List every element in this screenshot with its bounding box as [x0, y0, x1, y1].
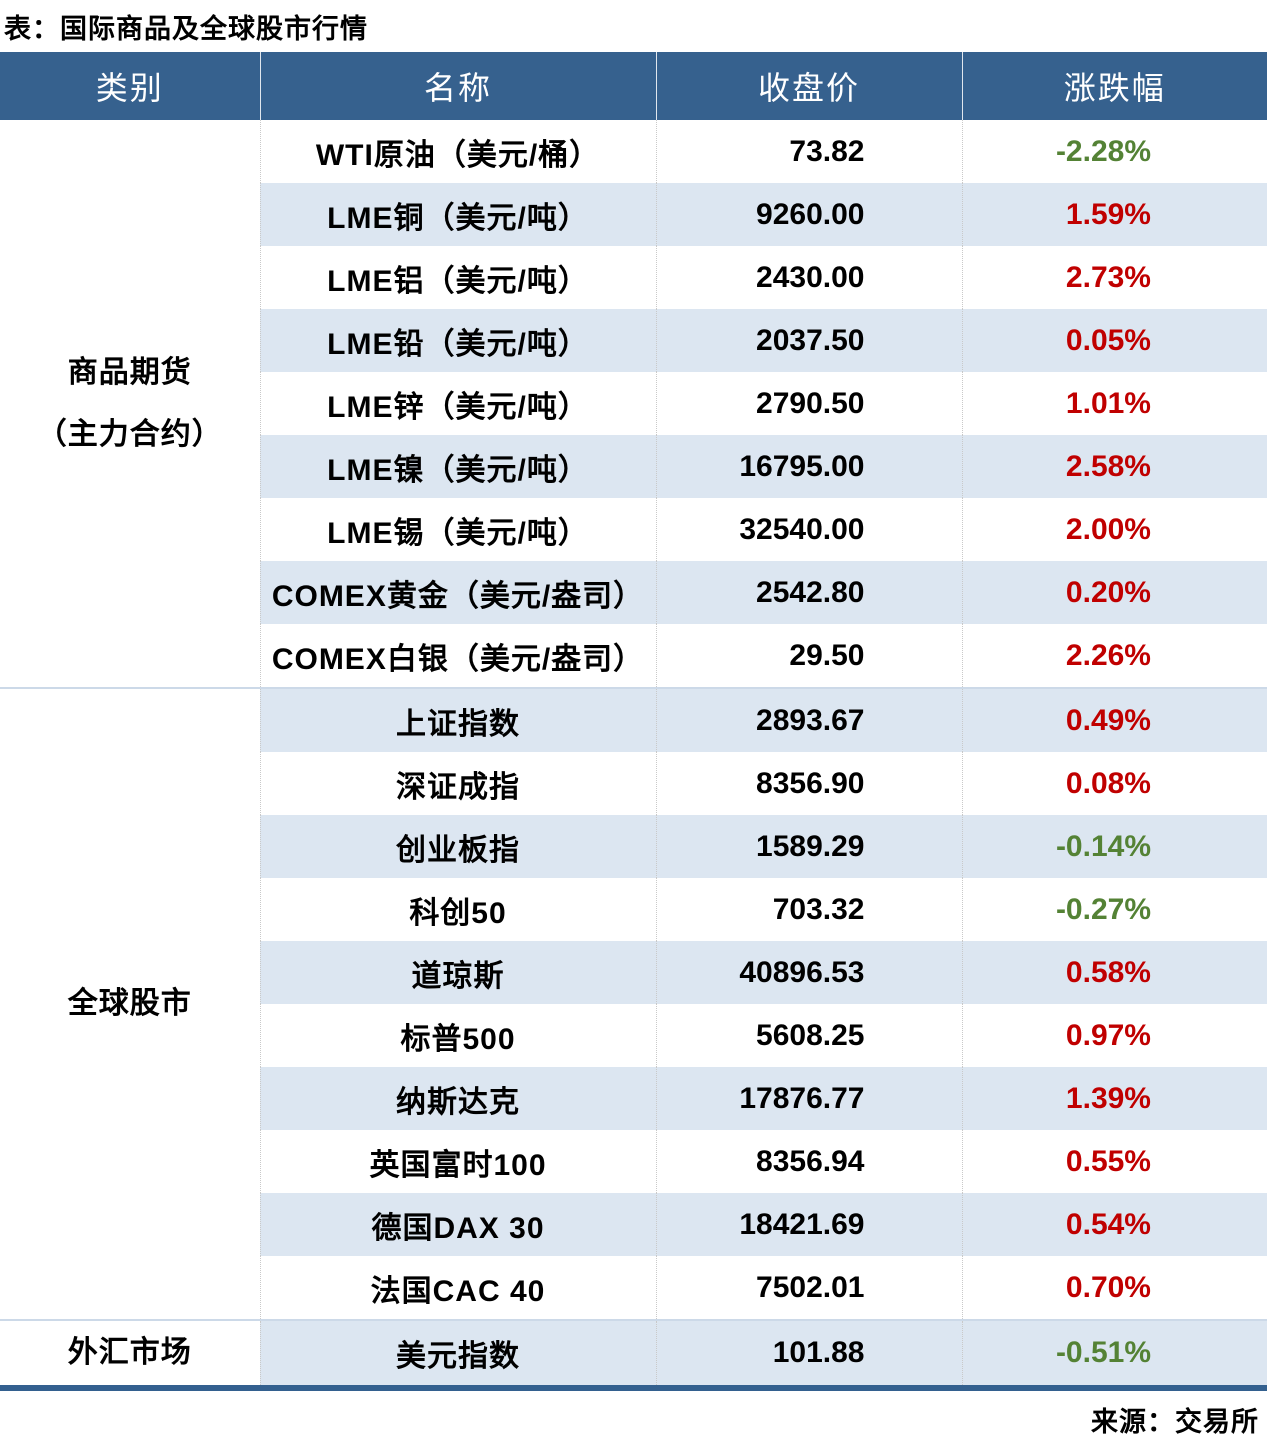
- price-cell: 8356.90: [655, 752, 962, 815]
- price-cell: 5608.25: [655, 1004, 962, 1067]
- category-label: 商品期货: [67, 356, 192, 389]
- col-header-change: 涨跌幅: [961, 52, 1267, 120]
- name-cell: 创业板指: [259, 815, 656, 878]
- source-note: 来源：交易所: [1091, 1406, 1259, 1437]
- table-row: 科创50 703.32 -0.27%: [0, 878, 1267, 941]
- name-cell: COMEX白银（美元/盎司）: [259, 624, 656, 688]
- col-header-category: 类别: [0, 52, 260, 120]
- change-cell: 2.26%: [961, 624, 1267, 688]
- category-label: （主力合约）: [36, 417, 223, 451]
- table-row: COMEX白银（美元/盎司） 29.50 2.26%: [0, 624, 1267, 688]
- change-cell: 2.58%: [961, 435, 1267, 498]
- table-row: LME铅（美元/吨） 2037.50 0.05%: [0, 309, 1267, 372]
- name-cell: 纳斯达克: [259, 1067, 656, 1130]
- change-cell: 1.59%: [961, 183, 1267, 246]
- price-cell: 703.32: [655, 878, 962, 941]
- market-table: 类别 名称 收盘价 涨跌幅 商品期货 （主力合约） WTI原油（美元/桶） 73.82 -2.…: [0, 52, 1267, 1391]
- category-label: 外汇市场: [67, 1336, 192, 1369]
- change-cell: 0.70%: [961, 1256, 1267, 1320]
- name-cell: 道琼斯: [259, 941, 656, 1004]
- table-row: 标普500 5608.25 0.97%: [0, 1004, 1267, 1067]
- change-cell: 2.00%: [961, 498, 1267, 561]
- table-row: 德国DAX 30 18421.69 0.54%: [0, 1193, 1267, 1256]
- table-row: 纳斯达克 17876.77 1.39%: [0, 1067, 1267, 1130]
- table-row: LME铜（美元/吨） 9260.00 1.59%: [0, 183, 1267, 246]
- price-cell: 101.88: [655, 1319, 962, 1388]
- table-row: 创业板指 1589.29 -0.14%: [0, 815, 1267, 878]
- name-cell: WTI原油（美元/桶）: [259, 120, 656, 183]
- change-cell: 2.73%: [961, 246, 1267, 309]
- table-row: LME锡（美元/吨） 32540.00 2.00%: [0, 498, 1267, 561]
- change-cell: 0.20%: [961, 561, 1267, 624]
- change-cell: 0.97%: [961, 1004, 1267, 1067]
- price-cell: 16795.00: [655, 435, 962, 498]
- name-cell: LME铅（美元/吨）: [259, 309, 656, 372]
- name-cell: 英国富时100: [259, 1130, 656, 1193]
- change-cell: -0.27%: [961, 878, 1267, 941]
- table-row: 英国富时100 8356.94 0.55%: [0, 1130, 1267, 1193]
- table-row: 商品期货 （主力合约） WTI原油（美元/桶） 73.82 -2.28%: [0, 120, 1267, 688]
- name-cell: LME铝（美元/吨）: [259, 246, 656, 309]
- price-cell: 2542.80: [655, 561, 962, 624]
- category-cell: 全球股市: [0, 687, 260, 1320]
- price-cell: 2790.50: [655, 372, 962, 435]
- table-row: 深证成指 8356.90 0.08%: [0, 752, 1267, 815]
- change-cell: 0.05%: [961, 309, 1267, 372]
- name-cell: LME镍（美元/吨）: [259, 435, 656, 498]
- price-cell: 9260.00: [655, 183, 962, 246]
- price-cell: 8356.94: [655, 1130, 962, 1193]
- name-cell: 标普500: [259, 1004, 656, 1067]
- table-row: 全球股市 上证指数 2893.67 0.49%: [0, 687, 1267, 1320]
- change-cell: 0.08%: [961, 752, 1267, 815]
- col-header-name: 名称: [259, 52, 656, 120]
- name-cell: 美元指数: [259, 1319, 656, 1388]
- name-cell: LME锡（美元/吨）: [259, 498, 656, 561]
- price-cell: 2893.67: [655, 687, 962, 752]
- table-row: 法国CAC 40 7502.01 0.70%: [0, 1256, 1267, 1320]
- price-cell: 17876.77: [655, 1067, 962, 1130]
- price-cell: 29.50: [655, 624, 962, 688]
- price-cell: 18421.69: [655, 1193, 962, 1256]
- change-cell: 0.55%: [961, 1130, 1267, 1193]
- change-cell: 1.39%: [961, 1067, 1267, 1130]
- name-cell: LME铜（美元/吨）: [259, 183, 656, 246]
- col-header-close: 收盘价: [655, 52, 962, 120]
- price-cell: 40896.53: [655, 941, 962, 1004]
- table-row: LME铝（美元/吨） 2430.00 2.73%: [0, 246, 1267, 309]
- table-row: COMEX黄金（美元/盎司） 2542.80 0.20%: [0, 561, 1267, 624]
- change-cell: -2.28%: [961, 120, 1267, 183]
- price-cell: 32540.00: [655, 498, 962, 561]
- price-cell: 7502.01: [655, 1256, 962, 1320]
- name-cell: LME锌（美元/吨）: [259, 372, 656, 435]
- page-title: 表：国际商品及全球股市行情: [4, 14, 368, 44]
- price-cell: 1589.29: [655, 815, 962, 878]
- name-cell: COMEX黄金（美元/盎司）: [259, 561, 656, 624]
- table-row: LME镍（美元/吨） 16795.00 2.58%: [0, 435, 1267, 498]
- table-row: 外汇市场 美元指数 101.88 -0.51%: [0, 1319, 1267, 1388]
- table-row: LME锌（美元/吨） 2790.50 1.01%: [0, 372, 1267, 435]
- table-row: 道琼斯 40896.53 0.58%: [0, 941, 1267, 1004]
- name-cell: 法国CAC 40: [259, 1256, 656, 1320]
- change-cell: 0.49%: [961, 687, 1267, 752]
- price-cell: 73.82: [655, 120, 962, 183]
- price-cell: 2430.00: [655, 246, 962, 309]
- change-cell: -0.14%: [961, 815, 1267, 878]
- change-cell: 0.54%: [961, 1193, 1267, 1256]
- category-cell: 外汇市场: [0, 1319, 260, 1388]
- change-cell: 1.01%: [961, 372, 1267, 435]
- name-cell: 深证成指: [259, 752, 656, 815]
- change-cell: -0.51%: [961, 1319, 1267, 1388]
- header-row: 类别 名称 收盘价 涨跌幅: [0, 52, 1267, 120]
- change-cell: 0.58%: [961, 941, 1267, 1004]
- category-cell: 商品期货 （主力合约）: [0, 120, 260, 688]
- name-cell: 上证指数: [259, 687, 656, 752]
- category-label: 全球股市: [67, 987, 192, 1021]
- price-cell: 2037.50: [655, 309, 962, 372]
- name-cell: 德国DAX 30: [259, 1193, 656, 1256]
- name-cell: 科创50: [259, 878, 656, 941]
